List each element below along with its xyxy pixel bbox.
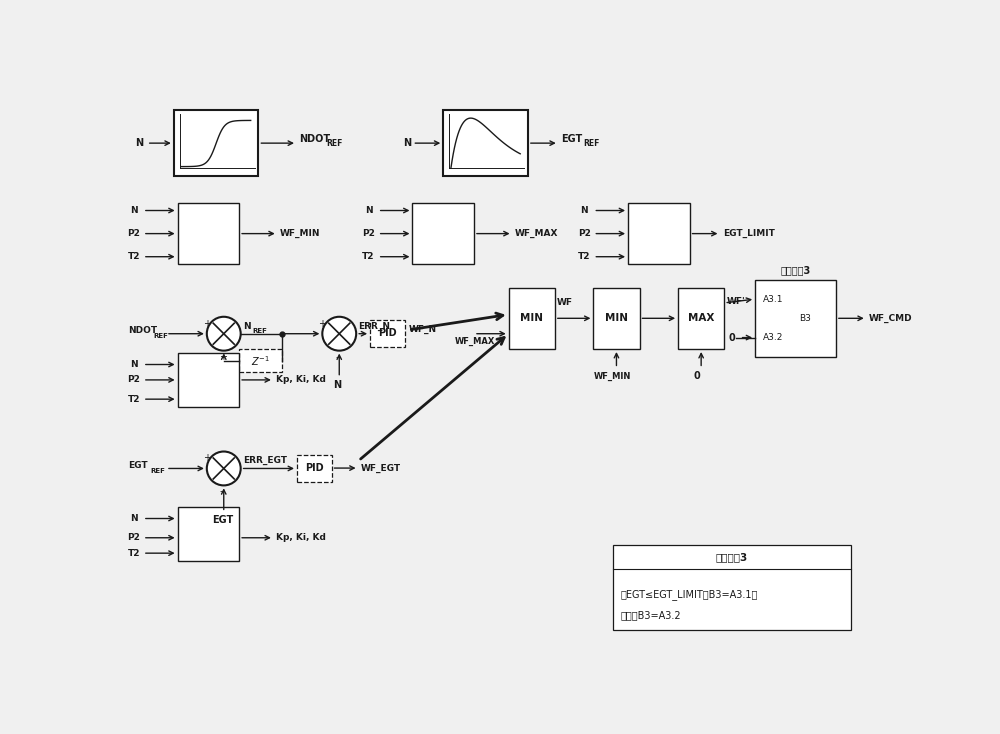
Text: N: N (130, 360, 137, 369)
Text: N: N (365, 206, 372, 215)
Bar (613, 545, 851, 631)
Text: Kp, Ki, Kd: Kp, Ki, Kd (276, 375, 326, 385)
Text: A3.1: A3.1 (763, 294, 783, 304)
Text: WF_MIN: WF_MIN (280, 229, 320, 238)
Text: P2: P2 (578, 229, 591, 238)
Text: WF': WF' (727, 297, 745, 305)
Text: REF: REF (583, 139, 600, 148)
Text: +: + (203, 319, 211, 329)
Text: -: - (335, 352, 339, 362)
Text: PID: PID (378, 328, 397, 338)
Bar (178, 353, 239, 407)
Circle shape (207, 451, 241, 485)
Text: NDOT: NDOT (128, 326, 157, 335)
Text: 否则，B3=A3.2: 否则，B3=A3.2 (620, 610, 681, 620)
Text: WF_MIN: WF_MIN (593, 371, 631, 381)
Text: 若EGT≤EGT_LIMIT，B3=A3.1；: 若EGT≤EGT_LIMIT，B3=A3.1； (620, 589, 758, 600)
Bar (593, 288, 640, 349)
Text: P2: P2 (128, 229, 140, 238)
Text: N: N (333, 380, 341, 390)
Text: T2: T2 (128, 395, 140, 404)
Text: 选择逻辁3: 选择逻辁3 (716, 552, 748, 562)
Text: ERR_EGT: ERR_EGT (243, 457, 287, 465)
Bar (178, 507, 239, 561)
Text: 0: 0 (694, 371, 701, 381)
Text: N: N (403, 138, 411, 148)
Text: $Z^{-1}$: $Z^{-1}$ (251, 354, 270, 368)
Circle shape (207, 317, 241, 351)
Text: T2: T2 (362, 252, 375, 261)
Text: P2: P2 (128, 534, 140, 542)
Text: +: + (203, 454, 211, 463)
Text: T2: T2 (578, 252, 590, 261)
Text: Kp, Ki, Kd: Kp, Ki, Kd (276, 534, 326, 542)
Circle shape (322, 317, 356, 351)
Text: T2: T2 (128, 252, 140, 261)
Text: -: - (220, 487, 224, 497)
Text: NDOT: NDOT (299, 134, 330, 144)
Text: MIN: MIN (520, 313, 543, 323)
Text: N: N (130, 514, 137, 523)
Text: MAX: MAX (688, 313, 714, 323)
Bar (443, 110, 528, 176)
Text: PID: PID (305, 463, 324, 473)
Text: P2: P2 (362, 229, 375, 238)
Text: P2: P2 (128, 375, 140, 385)
Text: +: + (219, 352, 227, 362)
Text: REF: REF (153, 333, 168, 339)
Text: MIN: MIN (605, 313, 628, 323)
Text: EGT: EGT (212, 515, 233, 525)
Text: EGT: EGT (128, 461, 148, 470)
Text: A3.2: A3.2 (763, 333, 783, 342)
Bar (178, 203, 239, 264)
Text: REF: REF (252, 328, 267, 335)
Text: 选择逻辁3: 选择逻辁3 (780, 266, 811, 275)
Text: WF: WF (557, 299, 573, 308)
Text: REF: REF (326, 139, 343, 148)
Text: EGT_LIMIT: EGT_LIMIT (723, 229, 775, 238)
Text: T2: T2 (128, 548, 140, 558)
Text: WF_MAX: WF_MAX (455, 337, 495, 346)
Text: B3: B3 (800, 314, 811, 323)
Bar (755, 280, 836, 357)
Text: WF_N: WF_N (409, 325, 437, 335)
Bar (174, 110, 258, 176)
Bar (509, 288, 555, 349)
Text: N: N (130, 206, 137, 215)
Bar (297, 454, 332, 482)
Text: WF_MAX: WF_MAX (515, 229, 558, 238)
Text: N: N (135, 138, 143, 148)
Text: EGT: EGT (561, 134, 582, 144)
Text: +: + (318, 319, 326, 329)
Text: 0: 0 (728, 333, 735, 343)
Bar (628, 203, 690, 264)
Bar (370, 320, 405, 346)
Bar (239, 349, 282, 372)
Text: REF: REF (151, 468, 165, 473)
Text: WF_CMD: WF_CMD (869, 313, 913, 323)
Bar (678, 288, 724, 349)
Text: N: N (580, 206, 588, 215)
Text: ERR_N: ERR_N (359, 321, 391, 330)
Text: WF_EGT: WF_EGT (361, 463, 401, 473)
Bar (412, 203, 474, 264)
Text: N: N (243, 321, 251, 330)
